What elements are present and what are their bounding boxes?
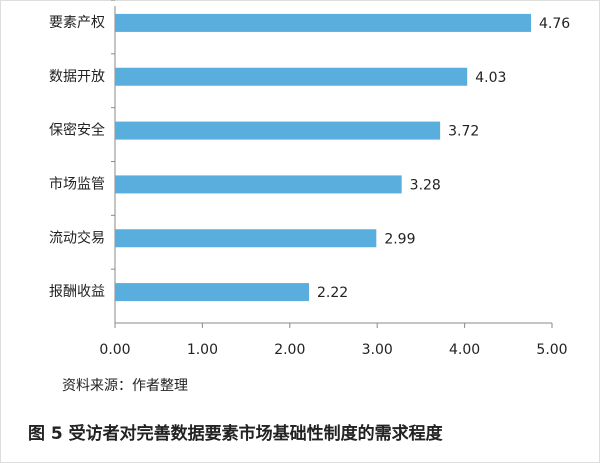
y-tick-label: 报酬收益 (49, 284, 105, 300)
y-tick-label: 流动交易 (49, 229, 105, 246)
x-tick-label: 0.00 (99, 342, 130, 358)
value-label: 4.03 (475, 70, 506, 86)
x-tick-label: 2.00 (274, 342, 305, 358)
value-label: 2.22 (317, 285, 348, 301)
x-tick-label: 4.00 (449, 342, 480, 358)
value-label: 4.76 (539, 16, 570, 32)
bar (115, 283, 310, 302)
x-tick-label: 1.00 (187, 342, 218, 358)
value-label: 3.28 (410, 177, 441, 193)
y-tick-label: 市场监管 (49, 175, 105, 192)
x-tick-label: 5.00 (536, 342, 567, 358)
value-label: 2.99 (384, 231, 415, 247)
x-tick-label: 3.00 (362, 342, 393, 358)
bar (115, 229, 377, 248)
bar (115, 13, 532, 32)
bar (115, 67, 468, 86)
value-label: 3.72 (448, 124, 479, 140)
y-tick-label: 保密安全 (49, 122, 105, 139)
y-tick-label: 数据开放 (49, 69, 105, 85)
y-tick-label: 要素产权 (49, 15, 105, 31)
bar (115, 175, 402, 194)
source-note: 资料来源：作者整理 (62, 378, 188, 394)
chart-title: 图 5 受访者对完善数据要素市场基础性制度的需求程度 (28, 423, 444, 444)
bar (115, 121, 441, 140)
